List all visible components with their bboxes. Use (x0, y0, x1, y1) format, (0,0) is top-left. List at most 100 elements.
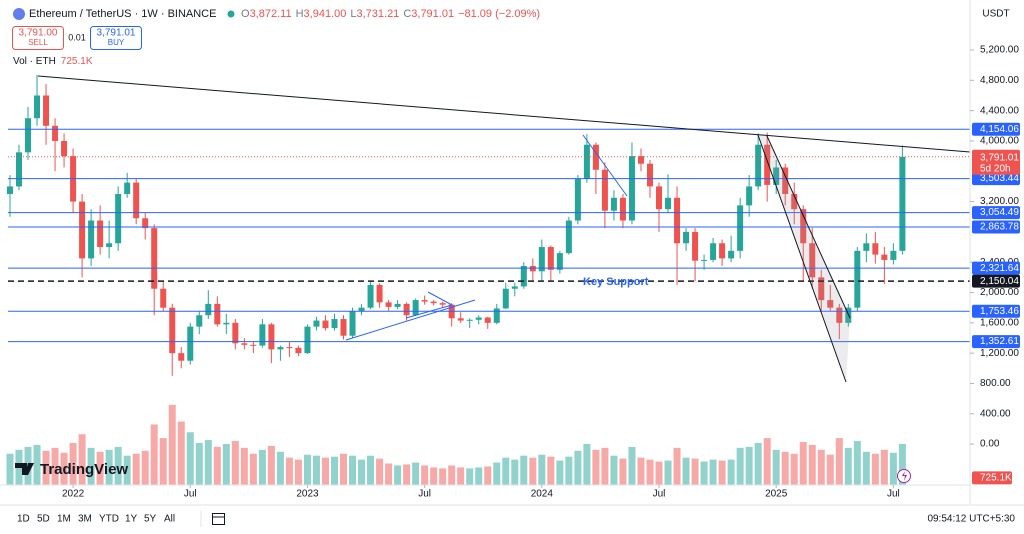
market-status (227, 10, 235, 18)
volume-bar (565, 456, 573, 485)
watermark-text: TradingView (40, 461, 128, 478)
candle-body (827, 300, 834, 308)
candle-body (169, 307, 176, 354)
range-button[interactable]: All (164, 514, 175, 525)
candle-body (610, 197, 617, 211)
candle-body (746, 186, 753, 206)
range-button[interactable]: 1Y (125, 514, 138, 525)
watermark-icon (15, 463, 34, 475)
symbol-logo (13, 8, 25, 20)
volume-bar (132, 453, 140, 485)
volume-bar (871, 453, 879, 485)
level-tag-label: 3,503.44 (980, 173, 1019, 184)
candle-body (665, 197, 672, 210)
candle-body (881, 254, 888, 260)
level-tag-label: 1,753.46 (980, 306, 1019, 317)
volume-bar (889, 452, 897, 485)
volume-bar (457, 467, 465, 485)
volume-bar (745, 446, 753, 485)
support-tag (972, 274, 1020, 288)
volume-bar (574, 450, 582, 485)
volume-bar (736, 447, 744, 485)
trend-line (405, 291, 454, 319)
buy-button[interactable] (90, 26, 142, 50)
candle-body (15, 152, 22, 187)
ohlc-legend: O3,872.11 H3,941.00 L3,731.21 C3,791.01 −81.… (241, 8, 540, 20)
candle-body (656, 186, 663, 210)
drawings: Key Support (37, 75, 971, 383)
range-button[interactable]: 5Y (144, 514, 157, 525)
trend-line (582, 134, 628, 197)
candle-body (151, 228, 158, 289)
y-tick-label: 1,600.00 (980, 317, 1019, 328)
candle-body (178, 353, 185, 361)
volume-bar (141, 450, 149, 485)
range-button[interactable]: 5D (37, 514, 50, 525)
volume-bar (358, 459, 366, 485)
volume-bar (754, 442, 762, 485)
candle-body (701, 259, 708, 261)
candle-body (421, 300, 428, 302)
candle-body (133, 182, 140, 219)
volume-bar (538, 454, 546, 485)
volume-bar (448, 465, 456, 485)
range-button[interactable]: 1D (17, 514, 30, 525)
candle-body (800, 209, 807, 244)
candle-body (214, 303, 221, 325)
candle-body (376, 284, 383, 303)
channel-fill (758, 135, 850, 382)
volume-bar (123, 455, 131, 485)
volume-bar (709, 459, 717, 485)
volume-bar (511, 459, 519, 485)
candle-body (142, 218, 149, 229)
candle-body (836, 307, 843, 323)
volume-bar (195, 442, 203, 485)
candle-body (809, 243, 816, 278)
level-tag (972, 220, 1020, 234)
clock: 09:54:12 UTC+5:30 (927, 514, 1015, 525)
y-tick-label: 4,800.00 (980, 75, 1019, 86)
currency[interactable]: USDT (982, 9, 1009, 20)
volume-bar (547, 456, 555, 485)
countdown-label: 5d 20h (980, 163, 1011, 174)
channel-line (757, 134, 847, 383)
candle-body (646, 163, 653, 187)
volume-bar (772, 449, 780, 485)
volume-bar (817, 449, 825, 485)
date-range-button[interactable] (212, 513, 225, 525)
range-button[interactable]: YTD (99, 514, 119, 525)
candle-body (493, 308, 500, 323)
candle-body (457, 318, 464, 321)
volume-bar (168, 404, 176, 485)
candle-body (439, 303, 446, 305)
candle-body (565, 220, 572, 254)
volume-bar (186, 432, 194, 485)
volume-bar (312, 455, 320, 485)
volume-bar (349, 455, 357, 485)
volume-bar (222, 443, 230, 485)
candle-body (43, 95, 50, 126)
volume-bar (258, 449, 266, 485)
candle-body (520, 265, 527, 287)
y-tick-label: 4,400.00 (980, 105, 1019, 116)
candle-body (628, 156, 635, 221)
candle-body (737, 205, 744, 251)
symbol-title[interactable]: Ethereum / TetherUS · 1W · BINANCE (29, 8, 216, 20)
candle-body (728, 250, 735, 259)
volume-bar (655, 461, 663, 485)
volume-bar (177, 421, 185, 485)
range-button[interactable]: 3M (78, 514, 92, 525)
volume-bar (249, 453, 257, 485)
sell-button[interactable] (12, 26, 64, 50)
alert-glyph (902, 471, 907, 481)
candle-body (683, 231, 690, 244)
volume-bar (303, 454, 311, 485)
ohlc-value: 3,872.11 (250, 8, 292, 20)
range-button[interactable]: 1M (57, 514, 71, 525)
x-tick-label: 2025 (765, 489, 788, 500)
volume-legend: Vol · ETH 725.1K (13, 56, 93, 67)
candle-body (484, 317, 491, 323)
volume-bar (78, 434, 86, 485)
candle-body (592, 144, 599, 170)
volume-bar (240, 447, 248, 485)
